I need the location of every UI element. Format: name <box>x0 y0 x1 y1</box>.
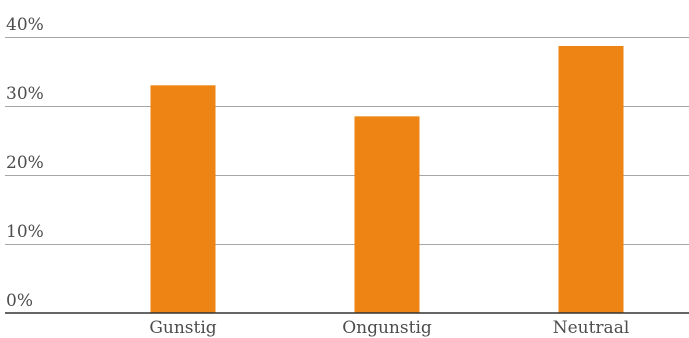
x-tick-label-neutraal: Neutraal <box>553 318 630 338</box>
x-tick-label-ongunstig: Ongunstig <box>342 318 432 338</box>
y-tick-label: 30% <box>6 84 44 104</box>
x-tick-label-gunstig: Gunstig <box>149 318 216 338</box>
bar-neutraal <box>558 45 624 313</box>
y-tick-label: 0% <box>6 291 33 311</box>
y-axis-tick-labels: 0% 10% 20% 30% 40% <box>6 15 44 311</box>
y-tick-label: 20% <box>6 153 44 173</box>
bar-ongunstig <box>354 116 420 313</box>
x-axis-category-labels: Gunstig Ongunstig Neutraal <box>149 318 629 338</box>
y-tick-label: 40% <box>6 15 44 35</box>
y-tick-label: 10% <box>6 222 44 242</box>
bars <box>150 45 624 313</box>
bar-gunstig <box>150 85 216 313</box>
